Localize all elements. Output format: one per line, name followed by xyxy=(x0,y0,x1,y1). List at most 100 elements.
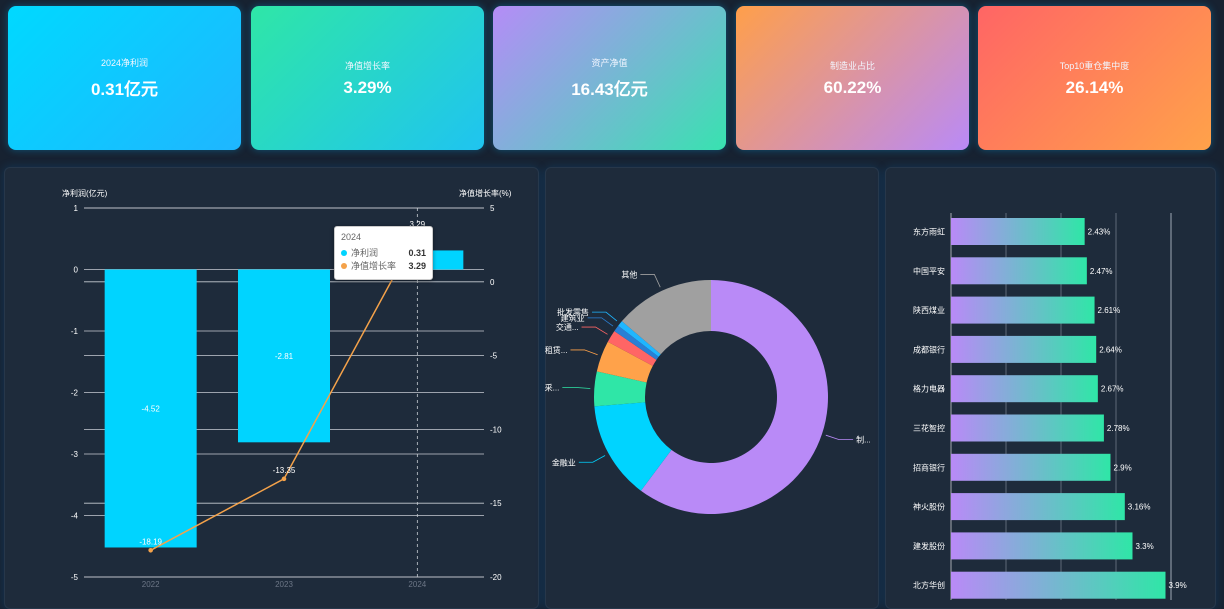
holding-bar xyxy=(951,571,1166,599)
pie-label: 金融业 xyxy=(552,457,576,467)
line-value-label: -18.19 xyxy=(139,537,162,546)
bar-value-label: -4.52 xyxy=(142,404,161,413)
y-tick-left: -2 xyxy=(71,389,79,398)
y-tick-left: -3 xyxy=(71,450,79,459)
bar-net-profit xyxy=(238,269,330,443)
kpi-card-manufacturing-share: 制造业占比 60.22% xyxy=(736,6,969,150)
pie-label-line xyxy=(581,326,608,335)
kpi-value: 3.29% xyxy=(343,77,392,97)
kpi-card-net-assets: 资产净值 16.43亿元 xyxy=(493,6,726,150)
holding-value-label: 3.3% xyxy=(1136,542,1154,551)
holding-bar xyxy=(951,532,1133,560)
y-tick-left: 1 xyxy=(74,204,79,213)
x-tick-label: 2022 xyxy=(142,580,160,589)
tooltip-series-name: 净利润 xyxy=(351,248,379,258)
kpi-value: 0.31亿元 xyxy=(90,80,159,99)
pie-label: 租赁... xyxy=(545,345,568,355)
line-point-nav-growth xyxy=(148,547,153,553)
holding-name: 招商银行 xyxy=(913,462,945,472)
holding-name: 建发股份 xyxy=(913,541,945,551)
holding-name: 中国平安 xyxy=(913,266,945,276)
pie-label-line xyxy=(570,349,598,356)
y-tick-right: -10 xyxy=(490,425,502,434)
y-tick-right: -15 xyxy=(490,499,502,508)
holding-bar xyxy=(951,257,1087,285)
line-value-label: 3.29 xyxy=(410,220,426,229)
pie-slice xyxy=(594,402,672,491)
x-tick-label: 2023 xyxy=(275,580,293,589)
kpi-value: 26.14% xyxy=(1065,77,1124,97)
pie-slice xyxy=(596,341,653,383)
pie-label-line xyxy=(640,274,661,288)
y-tick-left: -1 xyxy=(71,327,79,336)
y-tick-left: -5 xyxy=(71,573,79,582)
pie-label-line xyxy=(825,434,854,441)
holding-name: 神火股份 xyxy=(913,502,945,512)
kpi-label: 制造业占比 xyxy=(829,60,875,71)
holding-value-label: 2.43% xyxy=(1088,228,1111,237)
kpi-value: 60.22% xyxy=(823,77,882,97)
holding-bar xyxy=(951,375,1098,403)
kpi-label: 净值增长率 xyxy=(344,60,390,71)
holding-value-label: 3.9% xyxy=(1169,581,1187,590)
holding-bar xyxy=(951,296,1095,324)
pie-label-line xyxy=(562,387,591,389)
y-tick-right: -5 xyxy=(490,352,498,361)
y-axis-right-title: 净值增长率(%) xyxy=(459,188,512,198)
holding-bar xyxy=(951,335,1097,363)
tooltip-row-nav-growth: 净值增长率 3.29 xyxy=(341,259,426,272)
pie-label: 建筑业 xyxy=(561,313,585,323)
pie-label: 采... xyxy=(545,383,560,393)
y-tick-right: 0 xyxy=(490,278,495,287)
tooltip-title: 2024 xyxy=(341,232,362,242)
holding-name: 成都银行 xyxy=(913,344,945,354)
line-value-label: -13.35 xyxy=(273,466,296,475)
tooltip-series-value: 3.29 xyxy=(408,260,426,271)
bar-value-label: -2.81 xyxy=(275,352,294,361)
series-dot-icon xyxy=(341,249,347,256)
kpi-card-net-profit: 2024净利润 0.31亿元 xyxy=(8,6,241,150)
x-tick-label: 2024 xyxy=(408,580,426,589)
kpi-label: Top10重仓集中度 xyxy=(1059,60,1130,71)
holding-bar xyxy=(951,453,1111,481)
y-tick-left: -4 xyxy=(71,512,79,521)
pie-slice xyxy=(621,280,711,355)
holding-value-label: 3.16% xyxy=(1128,503,1151,512)
series-dot-icon xyxy=(341,262,347,269)
holding-bar xyxy=(951,218,1085,245)
holding-bar xyxy=(951,493,1125,521)
holding-name: 东方雨虹 xyxy=(913,227,945,237)
y-tick-left: 0 xyxy=(74,266,79,275)
holding-bar xyxy=(951,414,1104,442)
holding-value-label: 2.9% xyxy=(1114,463,1132,472)
y-tick-right: 5 xyxy=(490,204,495,213)
bar-net-profit xyxy=(104,269,197,548)
pie-label-line xyxy=(578,455,606,463)
pie-slice xyxy=(607,331,657,366)
pie-slice xyxy=(614,325,659,360)
holding-value-label: 2.78% xyxy=(1107,424,1130,433)
tooltip-series-name: 净值增长率 xyxy=(351,261,397,271)
pie-slice xyxy=(618,321,661,357)
holding-value-label: 2.64% xyxy=(1099,345,1122,354)
kpi-card-top10-concentration: Top10重仓集中度 26.14% xyxy=(978,6,1211,150)
holding-name: 陕西煤业 xyxy=(913,305,945,315)
y-tick-right: -20 xyxy=(490,573,502,582)
kpi-card-nav-growth: 净值增长率 3.29% xyxy=(251,6,484,150)
pie-label: 其他 xyxy=(621,269,637,279)
holding-value-label: 2.61% xyxy=(1098,306,1121,315)
kpi-label: 资产净值 xyxy=(591,58,628,68)
line-point-nav-growth xyxy=(281,476,287,482)
tooltip-series-value: 0.31 xyxy=(408,247,426,258)
kpi-value: 16.43亿元 xyxy=(571,80,648,99)
pie-label: 制... xyxy=(856,435,871,445)
y-axis-left-title: 净利润(亿元) xyxy=(62,188,108,198)
holding-value-label: 2.67% xyxy=(1101,385,1124,394)
holding-value-label: 2.47% xyxy=(1090,267,1113,276)
pie-label-line xyxy=(592,311,618,322)
tooltip-row-net-profit: 净利润 0.31 xyxy=(341,246,426,259)
holding-name: 北方华创 xyxy=(913,580,945,590)
pie-label: 交通... xyxy=(556,322,579,332)
pie-slice xyxy=(640,280,828,514)
